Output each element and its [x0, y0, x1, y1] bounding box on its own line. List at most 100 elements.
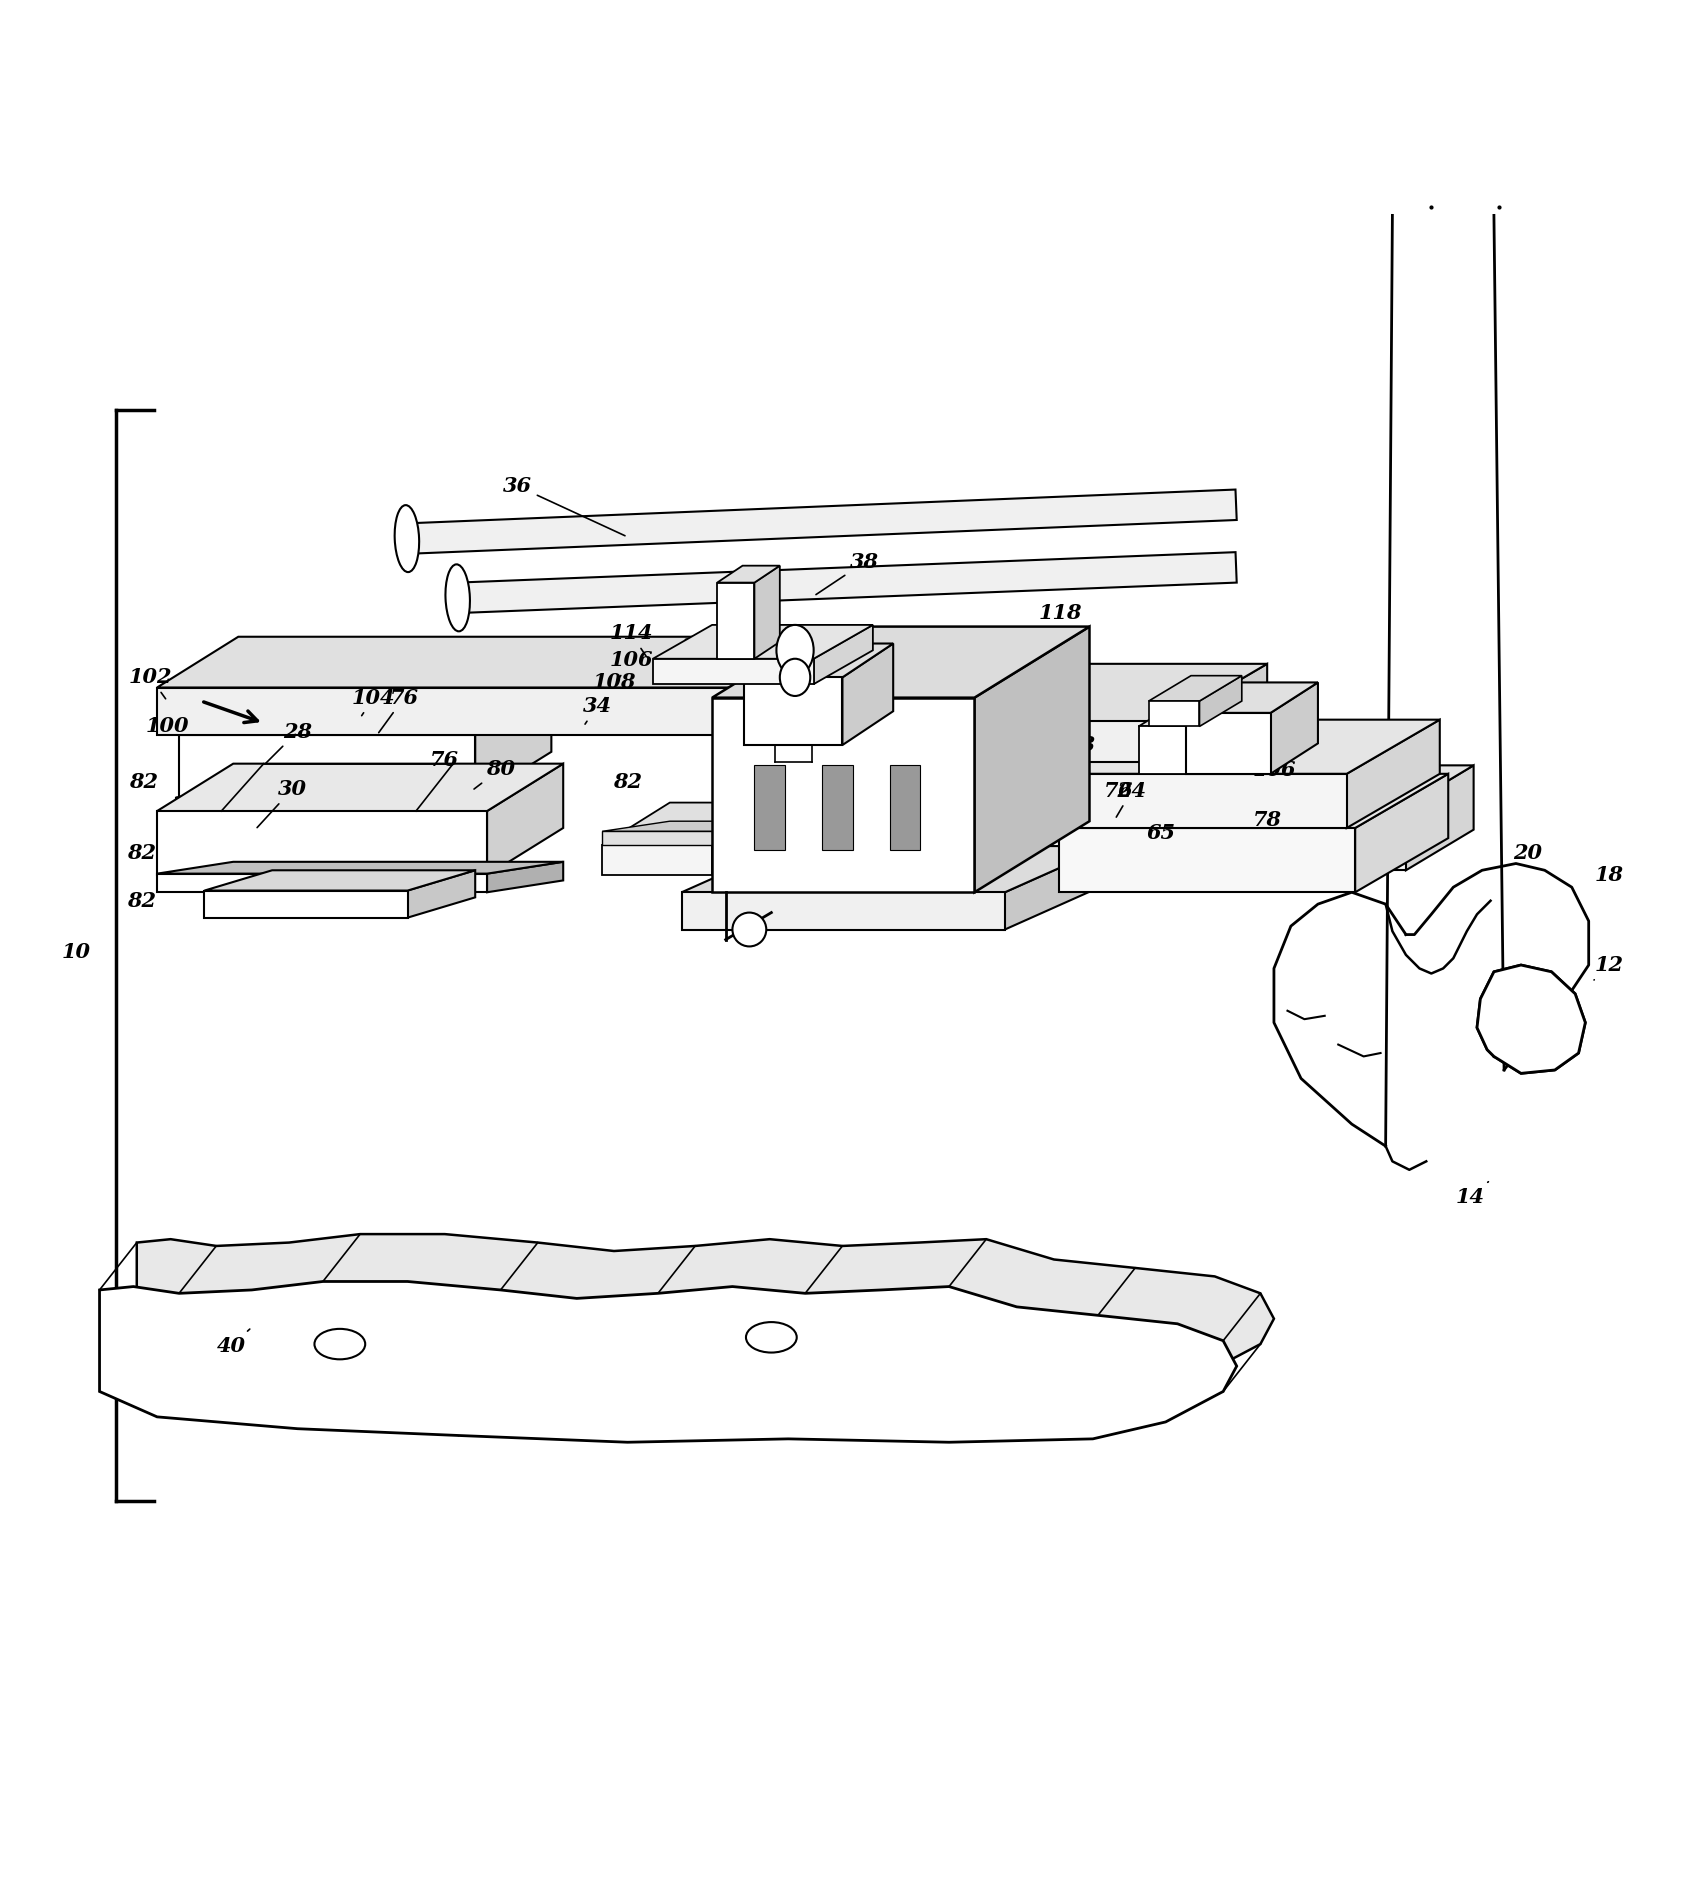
Text: 82: 82: [129, 773, 158, 792]
Polygon shape: [180, 735, 475, 799]
Polygon shape: [775, 638, 856, 735]
Text: 118: 118: [1039, 603, 1083, 622]
Text: 46: 46: [763, 788, 792, 818]
Polygon shape: [602, 832, 712, 845]
Text: 14: 14: [1456, 1182, 1488, 1207]
Text: 102: 102: [1046, 674, 1090, 704]
Ellipse shape: [446, 565, 470, 632]
Text: 110: 110: [805, 700, 849, 721]
Text: 82: 82: [127, 843, 156, 864]
Polygon shape: [1271, 683, 1319, 775]
Polygon shape: [602, 803, 780, 845]
Polygon shape: [1232, 689, 1292, 775]
Text: 36: 36: [503, 476, 625, 537]
Text: 34: 34: [583, 696, 612, 725]
Polygon shape: [754, 565, 780, 658]
Polygon shape: [407, 870, 475, 917]
Text: 12: 12: [1593, 955, 1624, 980]
Polygon shape: [407, 489, 1237, 554]
Polygon shape: [1170, 664, 1268, 761]
Text: 76: 76: [703, 657, 732, 677]
Text: 38: 38: [815, 552, 880, 594]
Polygon shape: [180, 687, 551, 735]
Text: 32: 32: [998, 676, 1027, 696]
Text: 30: 30: [258, 778, 307, 828]
Polygon shape: [1200, 676, 1242, 727]
Polygon shape: [712, 626, 1090, 698]
Text: 78: 78: [1253, 809, 1281, 830]
Polygon shape: [717, 582, 754, 658]
Text: 102: 102: [129, 668, 173, 698]
Polygon shape: [486, 862, 563, 893]
Text: 48: 48: [1066, 735, 1095, 767]
Text: 120: 120: [927, 735, 971, 755]
Ellipse shape: [395, 504, 419, 573]
Polygon shape: [1149, 700, 1200, 727]
Polygon shape: [1356, 775, 1448, 893]
Polygon shape: [712, 822, 780, 845]
Text: 116: 116: [1039, 628, 1083, 649]
Polygon shape: [653, 624, 873, 658]
Polygon shape: [975, 626, 1090, 893]
Text: 118: 118: [1039, 655, 1083, 674]
Polygon shape: [805, 664, 1268, 721]
Polygon shape: [1059, 828, 1356, 893]
Polygon shape: [1186, 683, 1319, 714]
Polygon shape: [681, 847, 1109, 893]
Polygon shape: [1476, 965, 1585, 1073]
Polygon shape: [176, 797, 476, 814]
Polygon shape: [1186, 714, 1271, 775]
Polygon shape: [737, 759, 1280, 830]
Polygon shape: [1153, 759, 1280, 853]
Text: 108: 108: [1215, 735, 1258, 755]
Polygon shape: [744, 677, 842, 746]
Polygon shape: [158, 873, 486, 893]
Text: 40: 40: [217, 1328, 249, 1355]
Circle shape: [732, 913, 766, 946]
Polygon shape: [842, 643, 893, 746]
Polygon shape: [158, 862, 563, 873]
Polygon shape: [814, 624, 873, 685]
Polygon shape: [176, 786, 553, 797]
Polygon shape: [744, 643, 893, 677]
Polygon shape: [458, 552, 1237, 613]
Text: 80: 80: [475, 759, 515, 790]
Polygon shape: [1068, 775, 1348, 828]
Polygon shape: [681, 893, 1005, 929]
Polygon shape: [1348, 719, 1439, 828]
Text: 26: 26: [681, 638, 710, 657]
Polygon shape: [205, 870, 475, 891]
Polygon shape: [1005, 847, 1109, 929]
Polygon shape: [653, 658, 814, 685]
Polygon shape: [1405, 765, 1473, 870]
Text: 28: 28: [266, 721, 312, 763]
Polygon shape: [205, 891, 407, 917]
Polygon shape: [737, 830, 1153, 853]
Polygon shape: [712, 698, 975, 893]
Text: 106: 106: [1253, 761, 1295, 780]
Polygon shape: [602, 822, 780, 832]
Polygon shape: [158, 687, 775, 735]
Polygon shape: [1280, 807, 1405, 870]
Text: 20: 20: [1514, 843, 1542, 864]
Polygon shape: [1139, 689, 1292, 727]
Text: 82: 82: [127, 891, 156, 912]
Text: 76: 76: [841, 658, 871, 679]
Ellipse shape: [780, 658, 810, 696]
Polygon shape: [602, 845, 712, 875]
Text: 82: 82: [614, 773, 642, 792]
Polygon shape: [712, 803, 780, 875]
Polygon shape: [1149, 676, 1242, 700]
Text: 58: 58: [812, 778, 842, 809]
Polygon shape: [158, 763, 563, 811]
Polygon shape: [805, 721, 1170, 761]
Polygon shape: [717, 565, 780, 582]
Text: 24: 24: [719, 632, 747, 677]
Text: 106: 106: [609, 651, 653, 679]
Polygon shape: [822, 765, 853, 851]
Polygon shape: [1280, 765, 1473, 807]
Text: 60: 60: [732, 797, 761, 828]
Ellipse shape: [746, 1323, 797, 1353]
Text: 18: 18: [1595, 866, 1624, 885]
Text: 72: 72: [1103, 780, 1132, 801]
